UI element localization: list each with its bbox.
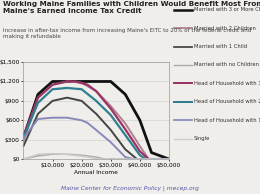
Text: Married with 3 or More Children: Married with 3 or More Children <box>194 7 260 12</box>
Text: Working Maine Families with Children Would Benefit Most From Expanding
Maine's E: Working Maine Families with Children Wou… <box>3 1 260 15</box>
Text: Increase in after-tax income from increasing Maine's EITC to 20% of the federal : Increase in after-tax income from increa… <box>3 28 251 39</box>
Text: Married with 2 Children: Married with 2 Children <box>194 26 256 31</box>
Text: Head of Household with 2 Children: Head of Household with 2 Children <box>194 99 260 104</box>
Text: Single: Single <box>194 136 210 141</box>
Text: Married with 1 Child: Married with 1 Child <box>194 44 247 49</box>
Text: Maine Center for Economic Policy | mecep.org: Maine Center for Economic Policy | mecep… <box>61 186 199 191</box>
Text: Head of Household with 1 Child: Head of Household with 1 Child <box>194 118 260 123</box>
Text: Married with no Children: Married with no Children <box>194 62 259 68</box>
Text: Head of Household with 3 or More: Head of Household with 3 or More <box>194 81 260 86</box>
X-axis label: Annual Income: Annual Income <box>74 170 118 175</box>
